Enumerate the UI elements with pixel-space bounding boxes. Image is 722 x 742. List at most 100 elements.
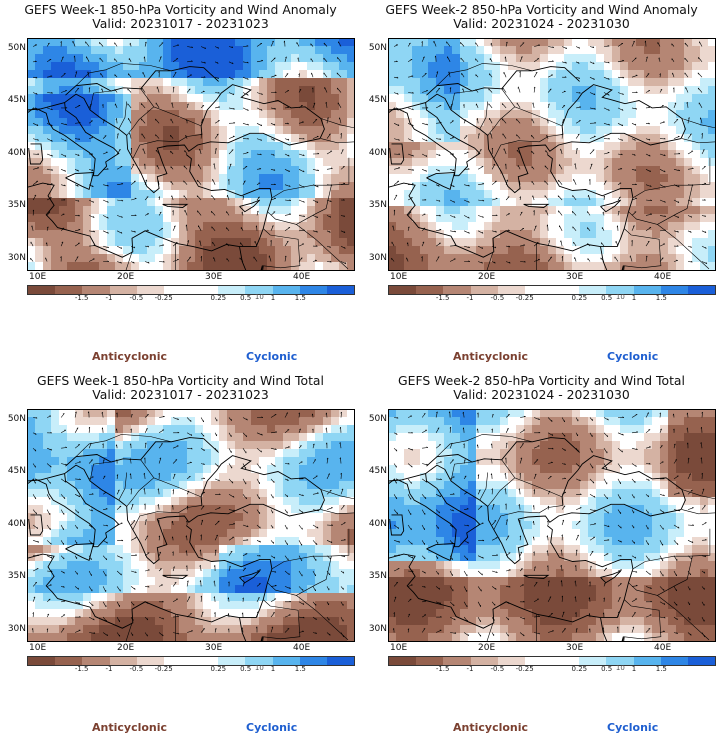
wind-arrow-head	[425, 184, 427, 187]
wind-arrow	[589, 432, 593, 437]
wind-arrow	[478, 199, 485, 202]
wind-arrow-head	[564, 628, 566, 630]
wind-arrow	[240, 242, 244, 247]
wind-arrow-head	[533, 210, 535, 212]
wind-arrow-head	[691, 557, 693, 560]
wind-arrow	[449, 258, 456, 262]
wind-arrow	[47, 570, 53, 572]
wind-arrow	[116, 555, 123, 559]
lat-label: 50N	[368, 414, 387, 424]
wind-arrow	[239, 257, 244, 262]
wind-arrow-head	[145, 519, 147, 521]
wind-arrow	[489, 58, 493, 62]
wind-arrow	[505, 442, 508, 449]
wind-arrow-head	[426, 106, 429, 109]
wind-arrow	[284, 255, 287, 262]
wind-arrow-head	[106, 541, 108, 544]
wind-arrow	[477, 489, 481, 495]
wind-arrow-head	[117, 133, 119, 135]
wind-arrow-head	[188, 596, 191, 598]
wind-arrow	[155, 118, 160, 124]
wind-arrow-head	[102, 443, 104, 445]
wind-arrow	[88, 184, 94, 188]
wind-arrow-head	[274, 183, 276, 185]
wind-arrow	[242, 448, 247, 454]
wind-arrow	[407, 494, 412, 500]
wind-arrow	[421, 628, 426, 633]
wind-arrow-head	[439, 228, 442, 230]
wind-arrow-head	[36, 108, 38, 111]
wind-arrow	[298, 461, 303, 464]
wind-arrow	[155, 134, 160, 139]
wind-arrow	[340, 601, 344, 606]
wind-arrow	[603, 417, 609, 421]
wind-arrow-head	[215, 147, 217, 150]
wind-arrow-head	[157, 488, 159, 491]
wind-arrow-head	[287, 106, 289, 108]
wind-arrow	[337, 102, 342, 109]
wind-arrow-head	[46, 226, 49, 229]
wind-arrow	[463, 199, 470, 203]
wind-arrow	[407, 555, 414, 559]
wind-arrow	[573, 241, 577, 247]
wind-arrow-head	[621, 124, 624, 126]
colorbar-swatch	[470, 286, 498, 294]
wind-arrow	[270, 211, 276, 216]
wind-arrow	[393, 524, 399, 529]
wind-arrow	[130, 586, 136, 590]
wind-arrow	[587, 243, 591, 247]
wind-arrow	[184, 209, 188, 216]
wind-arrow-head	[407, 226, 410, 229]
wind-arrow	[687, 457, 690, 464]
wind-arrow	[187, 630, 193, 633]
wind-arrow	[700, 117, 703, 124]
wind-arrow	[46, 447, 52, 451]
wind-arrow	[475, 89, 479, 93]
colorbar-swatch	[272, 286, 300, 294]
wind-arrow	[186, 224, 188, 231]
wind-arrow-head	[508, 229, 510, 231]
panel-valid-dates: Valid: 20231024 - 20231030	[453, 387, 630, 402]
wind-arrow	[30, 257, 34, 262]
coastline	[479, 101, 488, 130]
wind-arrow	[284, 509, 288, 514]
wind-arrow-head	[273, 556, 276, 559]
wind-arrow-head	[312, 443, 315, 446]
wind-arrow-head	[302, 511, 304, 514]
wind-arrow-head	[421, 256, 423, 258]
wind-arrow	[186, 580, 189, 587]
wind-arrow-head	[158, 535, 161, 538]
wind-arrow-head	[121, 216, 123, 218]
coastline	[388, 455, 686, 565]
wind-arrow	[533, 521, 535, 526]
wind-arrow	[172, 417, 179, 420]
wind-arrow-head	[649, 573, 651, 575]
wind-arrow	[477, 261, 483, 264]
wind-arrow	[645, 628, 651, 633]
wind-arrow	[242, 61, 249, 64]
wind-arrow	[659, 105, 664, 109]
wind-arrow	[519, 211, 523, 216]
wind-arrow-head	[481, 247, 483, 249]
wind-arrow	[144, 414, 149, 418]
wind-arrow-head	[65, 123, 68, 126]
wind-arrow	[520, 244, 526, 247]
wind-arrow	[47, 169, 53, 171]
coastline	[34, 473, 120, 548]
wind-arrow-head	[519, 196, 521, 198]
wind-arrow	[340, 183, 346, 185]
wind-arrow-head	[50, 556, 53, 559]
wind-arrow-head	[51, 108, 53, 111]
wind-arrow	[449, 442, 453, 449]
wind-arrow-head	[548, 103, 550, 106]
wind-arrow	[506, 569, 511, 572]
wind-arrow-head	[317, 169, 320, 172]
wind-arrow-head	[463, 104, 465, 106]
wind-arrow-head	[37, 540, 40, 543]
wind-arrow	[228, 76, 234, 80]
wind-arrow	[242, 152, 249, 155]
wind-arrow	[340, 555, 346, 558]
wind-arrow	[324, 87, 328, 93]
colorbar-swatch	[687, 286, 716, 294]
wind-arrow-head	[63, 600, 66, 602]
